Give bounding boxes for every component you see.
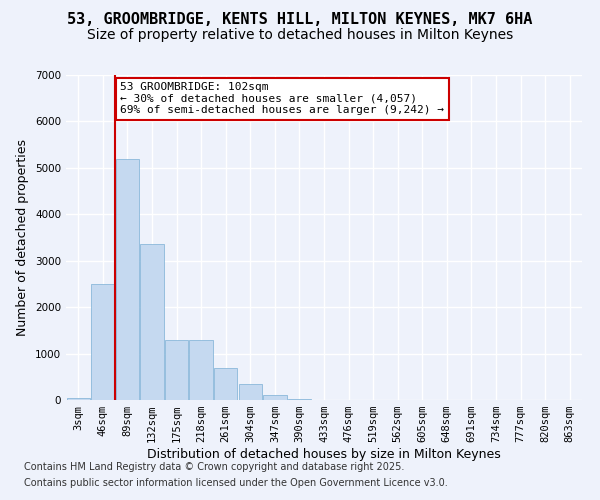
Bar [165, 340, 188, 400]
Bar [263, 396, 287, 400]
Text: Contains HM Land Registry data © Crown copyright and database right 2025.: Contains HM Land Registry data © Crown c… [24, 462, 404, 472]
Text: 53 GROOMBRIDGE: 102sqm
← 30% of detached houses are smaller (4,057)
69% of semi-: 53 GROOMBRIDGE: 102sqm ← 30% of detached… [120, 82, 444, 115]
Bar [214, 368, 238, 400]
Bar [67, 398, 90, 400]
Bar [91, 284, 115, 400]
Text: Size of property relative to detached houses in Milton Keynes: Size of property relative to detached ho… [87, 28, 513, 42]
Bar [116, 158, 139, 400]
Text: 53, GROOMBRIDGE, KENTS HILL, MILTON KEYNES, MK7 6HA: 53, GROOMBRIDGE, KENTS HILL, MILTON KEYN… [67, 12, 533, 28]
X-axis label: Distribution of detached houses by size in Milton Keynes: Distribution of detached houses by size … [147, 448, 501, 461]
Bar [140, 244, 164, 400]
Y-axis label: Number of detached properties: Number of detached properties [16, 139, 29, 336]
Bar [190, 340, 213, 400]
Text: Contains public sector information licensed under the Open Government Licence v3: Contains public sector information licen… [24, 478, 448, 488]
Bar [239, 384, 262, 400]
Bar [288, 399, 311, 400]
